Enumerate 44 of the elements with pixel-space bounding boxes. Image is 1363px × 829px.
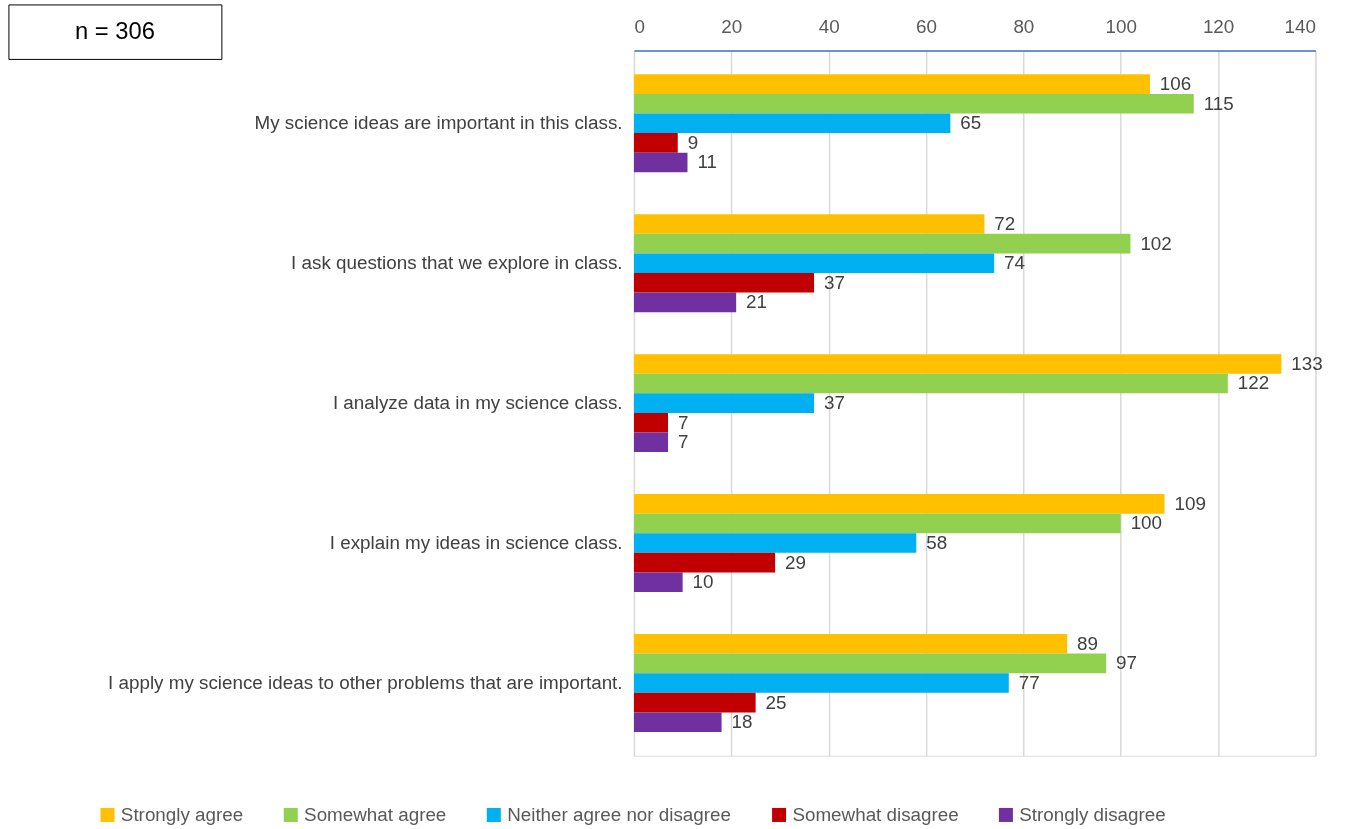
data-label: 7 [677, 431, 689, 453]
x-tick-label: 120 [1202, 16, 1235, 38]
data-label: 58 [926, 532, 948, 554]
legend-label: Neither agree nor disagree [507, 803, 731, 825]
x-tick-label: 40 [818, 16, 840, 38]
x-tick-label: 20 [721, 16, 743, 38]
data-label: 18 [731, 711, 753, 733]
text: n = 306 [74, 16, 155, 44]
y-tick-label: I ask questions that we explore in class. [291, 252, 623, 274]
data-label: 29 [785, 551, 806, 573]
data-label: 122 [1237, 372, 1270, 394]
data-label: 77 [1018, 671, 1040, 693]
data-label: 109 [1174, 492, 1206, 514]
data-label: 10 [692, 571, 714, 593]
data-label: 7 [677, 411, 689, 433]
data-label: 74 [1004, 252, 1026, 274]
legend-label: Strongly agree [120, 803, 244, 825]
data-label: 25 [765, 691, 787, 713]
y-tick-label: I explain my ideas in science class. [329, 532, 623, 554]
data-label: 97 [1116, 652, 1137, 674]
legend-label: Somewhat disagree [792, 803, 959, 825]
data-label: 115 [1203, 92, 1234, 114]
x-tick-label: 0 [634, 16, 645, 38]
y-tick-label: I analyze data in my science class. [332, 392, 623, 414]
data-label: 102 [1140, 232, 1172, 254]
y-tick-label: I apply my science ideas to other problems that are important. [108, 671, 623, 693]
x-tick-label: 60 [916, 16, 937, 38]
x-tick-label: 80 [1013, 16, 1035, 38]
data-label: 9 [687, 131, 699, 153]
data-label: 100 [1130, 512, 1163, 534]
x-tick-label: 100 [1105, 16, 1137, 38]
x-tick-label: 140 [1284, 16, 1316, 38]
data-label: 21 [746, 291, 768, 313]
legend-label: Somewhat agree [304, 803, 447, 825]
data-label: 65 [960, 112, 982, 134]
y-tick-label: My science ideas are important in this class. [254, 112, 623, 134]
data-label: 37 [823, 271, 845, 293]
data-label: 37 [823, 392, 845, 414]
data-label: 133 [1291, 352, 1323, 374]
data-label: 89 [1077, 632, 1099, 654]
data-label: 72 [994, 212, 1016, 234]
data-label: 106 [1159, 73, 1192, 95]
data-label: 11 [697, 151, 717, 173]
legend-label: Strongly disagree [1019, 803, 1166, 825]
